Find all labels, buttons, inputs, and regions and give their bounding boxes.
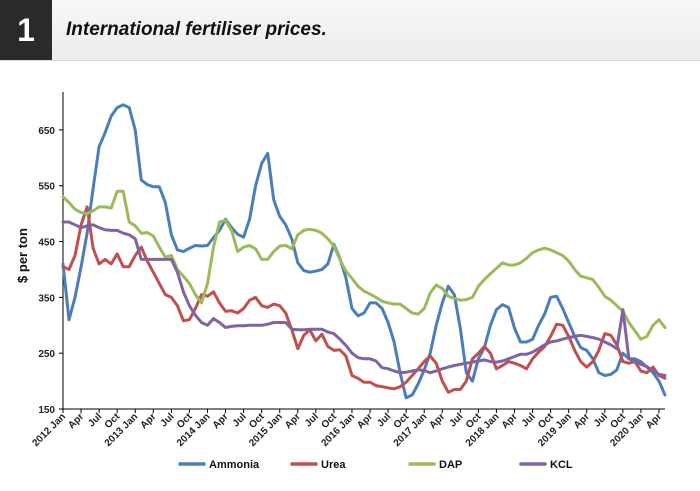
x-tick-label: Jul xyxy=(303,411,321,429)
y-tick-label: 350 xyxy=(38,293,55,304)
x-tick-label: Apr xyxy=(644,411,664,431)
x-tick-label: Apr xyxy=(500,411,520,431)
y-tick-label: 450 xyxy=(38,238,55,249)
x-tick-label: Jul xyxy=(86,411,104,429)
x-tick-label: Jul xyxy=(520,411,538,429)
series-line-ammonia xyxy=(61,103,667,400)
x-tick-label: Apr xyxy=(355,411,375,431)
x-tick-label: Apr xyxy=(66,411,86,431)
x-tick-label: Jul xyxy=(592,411,610,429)
x-tick-label: Jul xyxy=(447,411,465,429)
y-tick-label: 650 xyxy=(38,126,55,137)
legend-label-ammonia: Ammonia xyxy=(209,459,260,471)
y-tick-label: 250 xyxy=(38,349,55,360)
x-tick-label: Jul xyxy=(158,411,176,429)
x-tick-label: Apr xyxy=(427,411,447,431)
y-axis-title: $ per ton xyxy=(15,228,30,283)
x-tick-label: Jul xyxy=(231,411,249,429)
y-tick-label: 550 xyxy=(38,182,55,193)
x-tick-label: Jul xyxy=(375,411,393,429)
x-tick-label: Apr xyxy=(283,411,303,431)
legend-label-kcl: KCL xyxy=(550,459,573,471)
x-tick-label: Apr xyxy=(572,411,592,431)
legend-label-dap: DAP xyxy=(439,459,462,471)
page-title: International fertiliser prices. xyxy=(66,19,327,40)
x-tick-label: 2012 Jan xyxy=(30,411,68,449)
chart-legend: Ammonia Urea DAP KCL xyxy=(178,459,573,471)
header-bar: 1 International fertiliser prices. xyxy=(0,0,700,61)
x-tick-label: Apr xyxy=(138,411,158,431)
series-line-kcl xyxy=(61,220,667,377)
x-tick-label: Apr xyxy=(211,411,231,431)
figure-number-badge: 1 xyxy=(0,0,52,60)
chart-series xyxy=(61,103,667,400)
series-line-urea xyxy=(61,205,667,394)
y-tick-label: 150 xyxy=(38,405,55,416)
legend-label-urea: Urea xyxy=(321,459,346,471)
series-line-dap xyxy=(61,189,667,341)
